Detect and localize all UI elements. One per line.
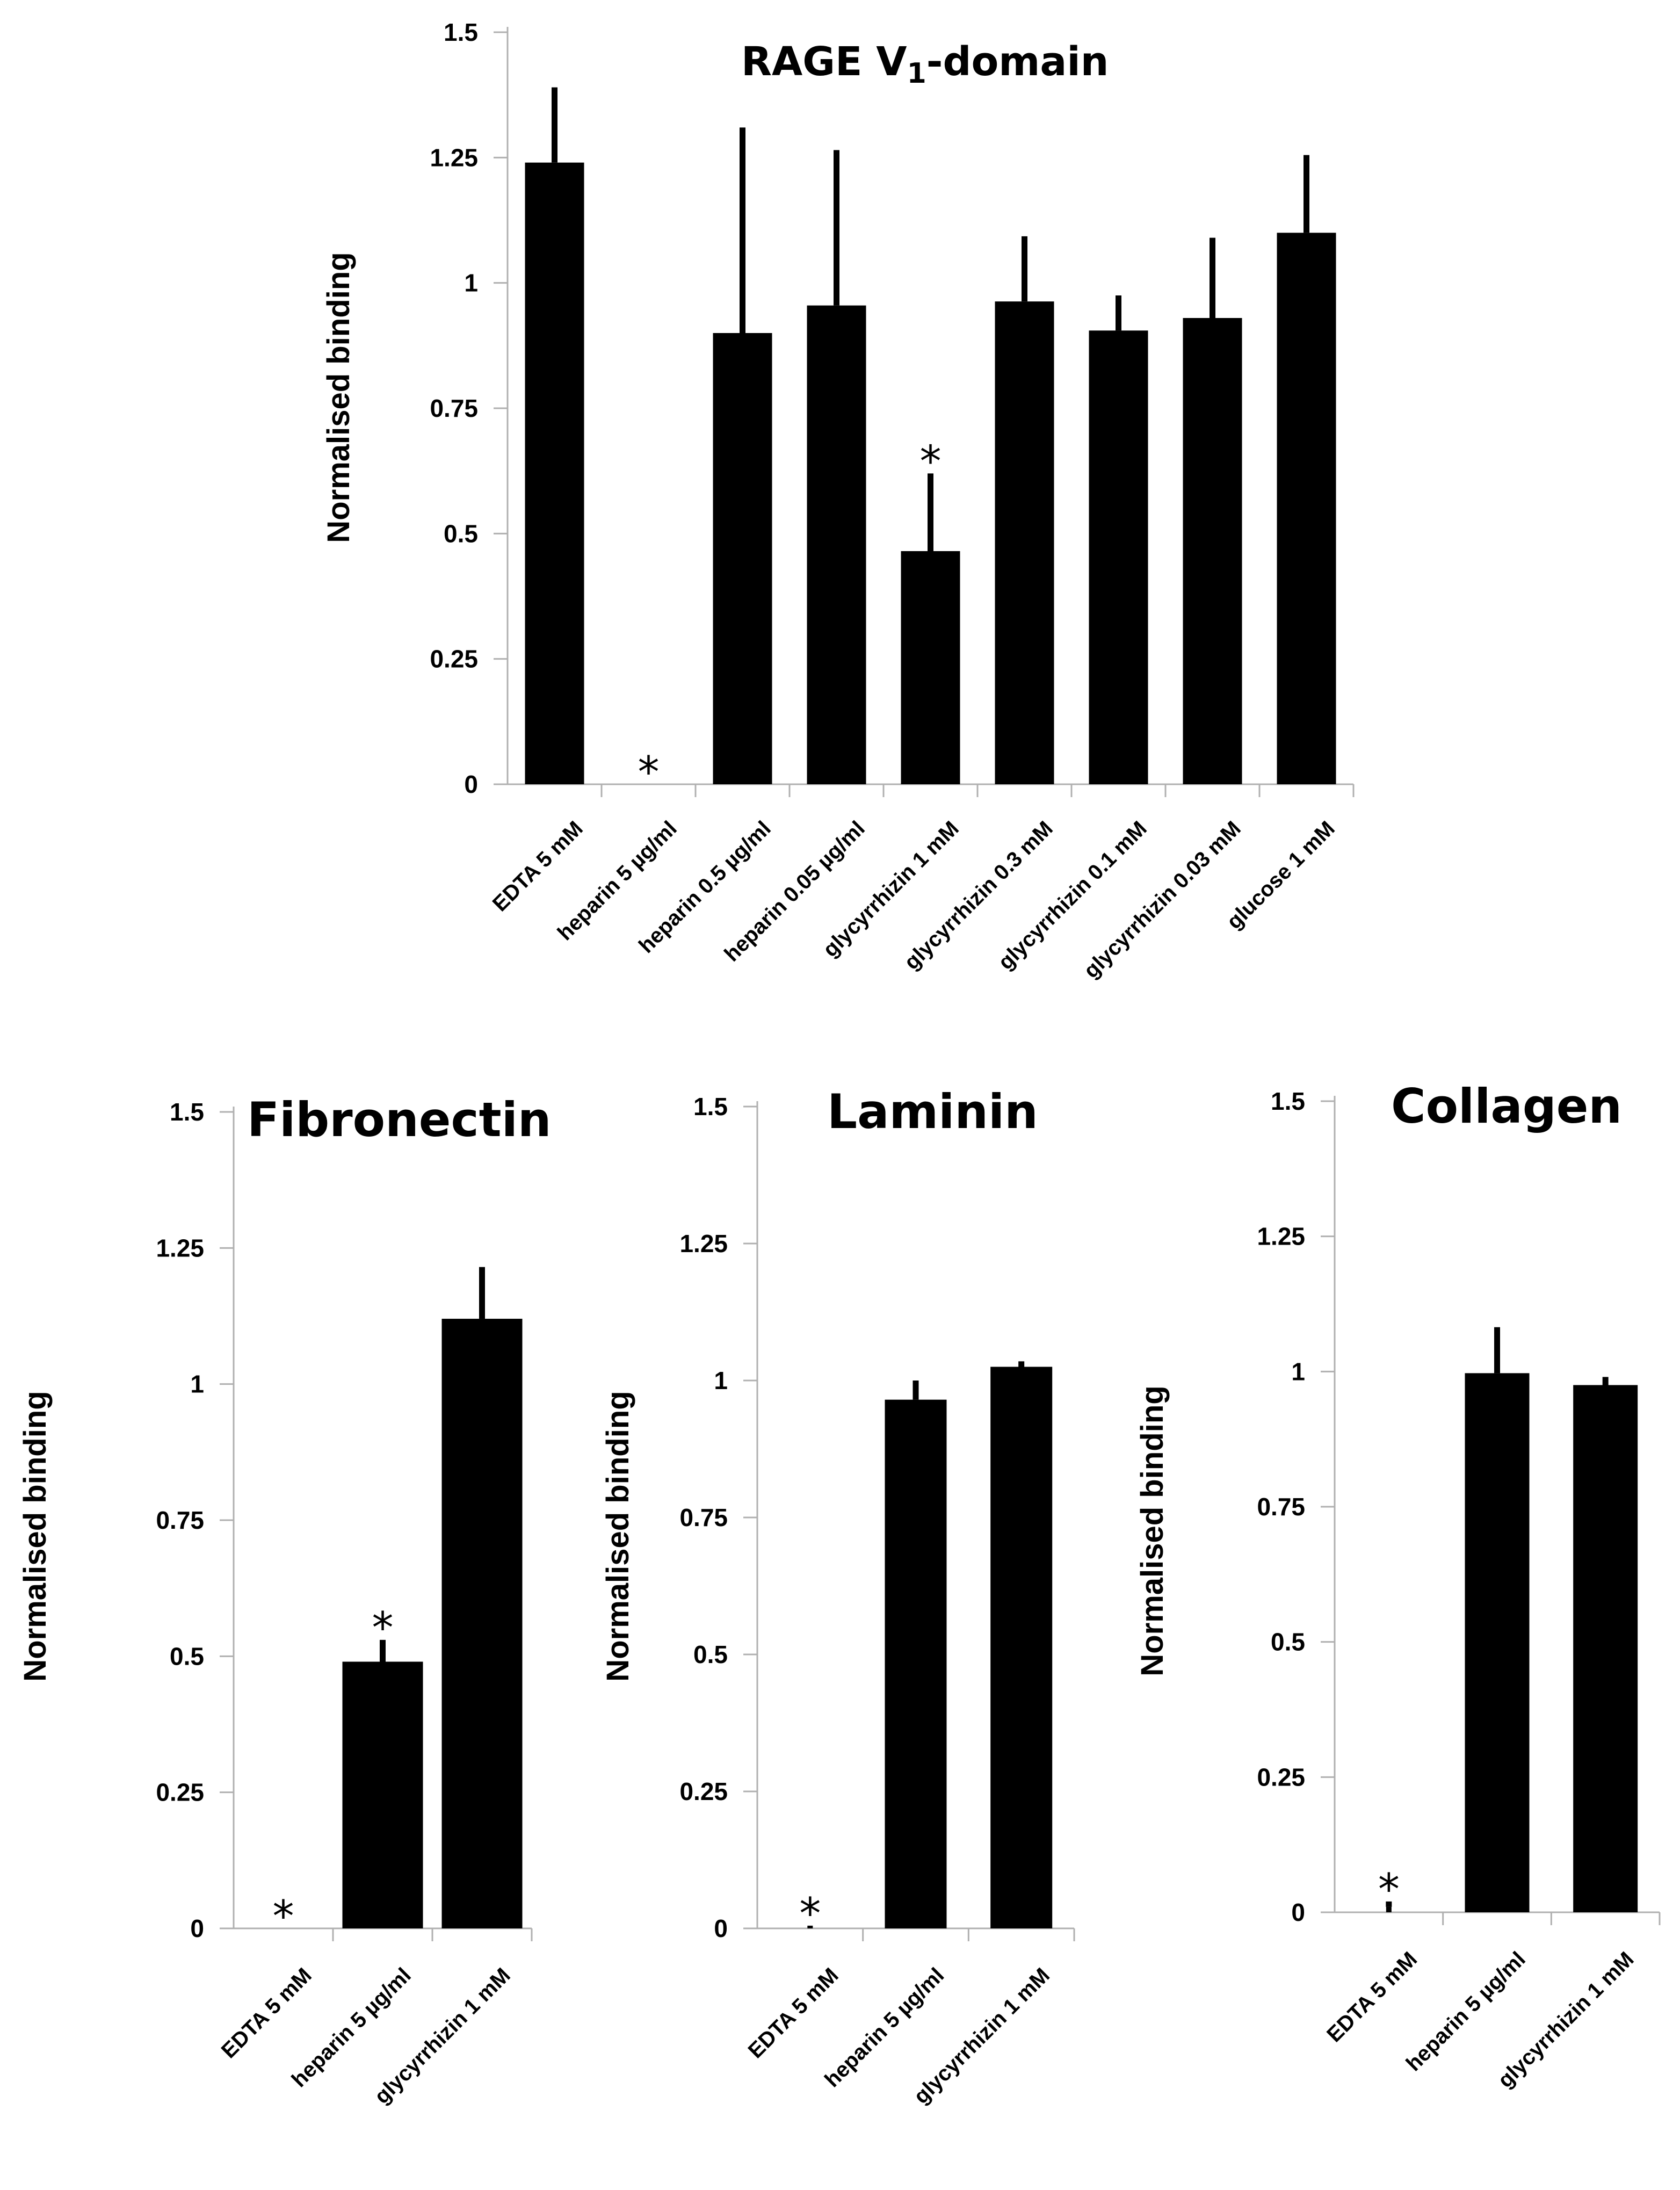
y-tick-label: 0.75 bbox=[679, 1504, 728, 1531]
y-tick-label: 1.5 bbox=[693, 1093, 728, 1121]
y-tick-label: 0 bbox=[714, 1914, 728, 1942]
y-tick-label: 1 bbox=[714, 1367, 728, 1394]
y-tick-label: 0 bbox=[464, 770, 478, 798]
bar bbox=[1573, 1385, 1638, 1912]
y-tick-label: 0 bbox=[190, 1914, 204, 1942]
chart-title: Fibronectin bbox=[247, 1092, 552, 1147]
y-tick-label: 0.25 bbox=[430, 645, 478, 673]
bar bbox=[995, 301, 1054, 784]
bar bbox=[1386, 1906, 1392, 1912]
significance-star: * bbox=[273, 1891, 294, 1941]
y-tick-label: 1.25 bbox=[679, 1230, 728, 1257]
category-label: heparin 5 µg/ml bbox=[1402, 1947, 1530, 2076]
y-tick-label: 1.5 bbox=[1271, 1087, 1305, 1115]
chart-title: RAGE V1-domain bbox=[741, 39, 1109, 90]
bar bbox=[807, 305, 866, 784]
category-label: glycyrrhizin 0.03 mM bbox=[1080, 816, 1245, 982]
y-tick-label: 0.75 bbox=[156, 1506, 204, 1534]
y-axis-label: Normalised binding bbox=[321, 252, 356, 543]
y-tick-label: 0.5 bbox=[170, 1642, 204, 1670]
y-tick-label: 0.25 bbox=[156, 1779, 204, 1806]
bar bbox=[525, 162, 584, 785]
bar bbox=[441, 1319, 523, 1928]
significance-star: * bbox=[799, 1889, 821, 1939]
bar bbox=[807, 1925, 813, 1928]
y-tick-label: 0.5 bbox=[444, 519, 478, 547]
y-axis-label: Normalised binding bbox=[1135, 1385, 1170, 1676]
chart-title: Collagen bbox=[1391, 1079, 1622, 1134]
chart-title: Laminin bbox=[827, 1084, 1038, 1139]
y-tick-label: 0.5 bbox=[1271, 1628, 1305, 1656]
bar bbox=[1465, 1373, 1530, 1912]
y-tick-label: 1 bbox=[464, 269, 478, 297]
y-tick-label: 1 bbox=[1291, 1357, 1305, 1385]
y-tick-label: 1.5 bbox=[444, 18, 478, 46]
y-tick-label: 1.25 bbox=[156, 1234, 204, 1262]
bar bbox=[990, 1367, 1053, 1928]
y-tick-label: 0.75 bbox=[1257, 1493, 1305, 1521]
significance-star: * bbox=[638, 747, 660, 797]
y-tick-label: 1.25 bbox=[430, 143, 478, 171]
y-tick-label: 0.75 bbox=[430, 394, 478, 422]
category-label: EDTA 5 mM bbox=[744, 1963, 843, 2063]
y-axis-label: Normalised binding bbox=[600, 1391, 635, 1681]
significance-star: * bbox=[1378, 1864, 1400, 1914]
bar bbox=[885, 1399, 947, 1928]
bar bbox=[342, 1661, 423, 1928]
bar bbox=[901, 551, 960, 784]
y-tick-label: 0.25 bbox=[1257, 1763, 1305, 1791]
significance-star: * bbox=[372, 1603, 394, 1653]
y-tick-label: 0 bbox=[1291, 1898, 1305, 1926]
bar bbox=[1183, 318, 1242, 784]
bar bbox=[1089, 330, 1148, 784]
y-axis-label: Normalised binding bbox=[18, 1391, 53, 1681]
category-label: EDTA 5 mM bbox=[1322, 1947, 1422, 2047]
bar bbox=[713, 333, 772, 784]
y-tick-label: 1.25 bbox=[1257, 1223, 1305, 1251]
category-label: EDTA 5 mM bbox=[217, 1963, 316, 2063]
y-tick-label: 1 bbox=[190, 1370, 204, 1398]
significance-star: * bbox=[920, 436, 942, 486]
category-label: EDTA 5 mM bbox=[488, 816, 588, 916]
y-tick-label: 0.25 bbox=[679, 1777, 728, 1805]
y-tick-label: 0.5 bbox=[693, 1640, 728, 1668]
y-tick-label: 1.5 bbox=[170, 1098, 204, 1126]
bar bbox=[1277, 233, 1336, 784]
